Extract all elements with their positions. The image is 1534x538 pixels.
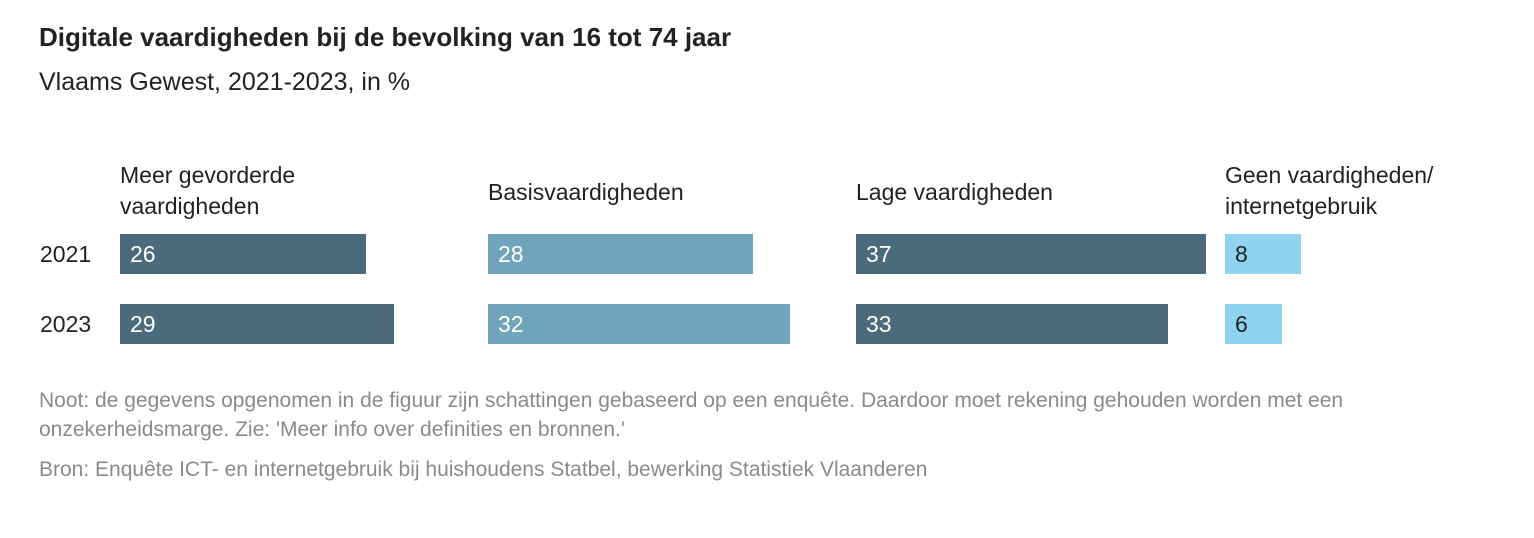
- bar-0-2021: [120, 234, 366, 274]
- chart-title: Digitale vaardigheden bij de bevolking v…: [39, 22, 732, 52]
- series-label-line: Meer gevorderde: [120, 162, 296, 188]
- bar-3-2023: [1225, 304, 1282, 344]
- year-label-2023: 2023: [40, 311, 92, 337]
- bar-value-label: 29: [130, 311, 156, 337]
- bar-1-2023: [488, 304, 790, 344]
- year-label-2021: 2021: [40, 241, 92, 267]
- series-label-line: vaardigheden: [120, 193, 260, 219]
- series-label-0: Meer gevorderde vaardigheden: [120, 160, 295, 222]
- bar-1-2021: [488, 234, 753, 274]
- bar-2-2023: [856, 304, 1168, 344]
- bar-0-2023: [120, 304, 394, 344]
- series-label-line: Geen vaardigheden/: [1225, 162, 1434, 188]
- chart-source: Bron: Enquête ICT- en internetgebruik bi…: [39, 458, 928, 481]
- series-label-2: Lage vaardigheden: [856, 177, 1053, 208]
- series-label-line: internetgebruik: [1225, 193, 1378, 219]
- series-label-3: Geen vaardigheden/internetgebruik: [1225, 160, 1433, 222]
- series-label-1: Basisvaardigheden: [488, 177, 684, 208]
- bar-value-label: 28: [498, 241, 524, 267]
- bar-3-2021: [1225, 234, 1301, 274]
- bar-value-label: 33: [866, 311, 892, 337]
- chart-subtitle: Vlaams Gewest, 2021-2023, in %: [39, 68, 411, 96]
- series-label-line: Basisvaardigheden: [488, 179, 684, 205]
- series-label-line: Lage vaardigheden: [856, 179, 1053, 205]
- bar-value-label: 8: [1235, 241, 1248, 267]
- chart-note: Noot: de gegevens opgenomen in de figuur…: [39, 389, 1344, 441]
- bar-value-label: 6: [1235, 311, 1248, 337]
- bar-2-2021: [856, 234, 1206, 274]
- bar-value-label: 32: [498, 311, 524, 337]
- bar-value-label: 37: [866, 241, 892, 267]
- bar-value-label: 26: [130, 241, 156, 267]
